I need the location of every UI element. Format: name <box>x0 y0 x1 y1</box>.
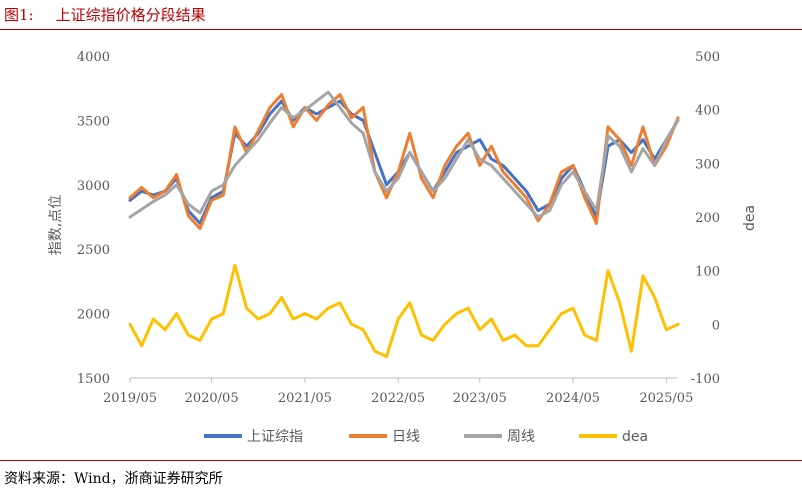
y-tick-label-right: 200 <box>695 211 720 226</box>
x-tick-label: 2022/05 <box>371 391 425 406</box>
source-rule <box>0 460 802 461</box>
y-tick-label-right: 400 <box>695 104 720 119</box>
legend-label: dea <box>622 429 648 445</box>
x-tick-label: 2025/05 <box>639 391 693 406</box>
y-tick-label-left: 2000 <box>77 308 110 323</box>
y-tick-label-right: 300 <box>695 157 720 172</box>
y-tick-label-left: 2500 <box>77 243 110 258</box>
y-tick-label-left: 3000 <box>77 179 110 194</box>
source-note: 资料来源：Wind，浙商证券研究所 <box>4 471 223 487</box>
y-tick-label-left: 4000 <box>77 50 110 65</box>
y-tick-label-left: 3500 <box>77 114 110 129</box>
legend: 上证综指 日线 周线 dea <box>204 429 648 445</box>
x-tick-label: 2019/05 <box>103 391 157 406</box>
x-tick-label: 2020/05 <box>185 391 239 406</box>
x-tick-label: 2023/05 <box>453 391 507 406</box>
y-tick-label-left: 1500 <box>77 372 110 387</box>
y-tick-label-right: 100 <box>695 265 720 280</box>
y-axis-left-title: 指数,点位 <box>48 195 64 255</box>
series-daily-line <box>128 93 680 231</box>
y-axis-left: 1500 2000 2500 3000 3500 4000 <box>77 50 110 387</box>
y-tick-label-right: -100 <box>691 372 720 387</box>
figure-title-text: 上证综指价格分段结果 <box>55 6 206 24</box>
x-tick-label: 2021/05 <box>278 391 332 406</box>
series-weekly-line <box>128 90 680 219</box>
figure-title: 图1: 上证综指价格分段结果 <box>4 4 206 25</box>
y-axis-right: -100 0 100 200 300 400 500 <box>691 50 720 387</box>
y-tick-label-right: 500 <box>695 50 720 65</box>
legend-label: 上证综指 <box>247 429 303 445</box>
legend-label: 日线 <box>392 429 420 445</box>
x-tick-label: 2024/05 <box>546 391 600 406</box>
y-tick-label-right: 0 <box>712 318 720 333</box>
legend-label: 周线 <box>507 429 535 445</box>
title-rule <box>0 29 802 30</box>
plot-area <box>128 90 680 379</box>
x-axis: 2019/05 2020/05 2021/05 2022/05 2023/05 2024/… <box>103 378 693 406</box>
y-axis-right-title: dea <box>742 205 758 231</box>
figure-number: 图1: <box>4 6 34 24</box>
series-dea-line <box>128 263 680 358</box>
chart: 1500 2000 2500 3000 3500 4000 -100 0 100 200 300 4… <box>48 50 758 445</box>
